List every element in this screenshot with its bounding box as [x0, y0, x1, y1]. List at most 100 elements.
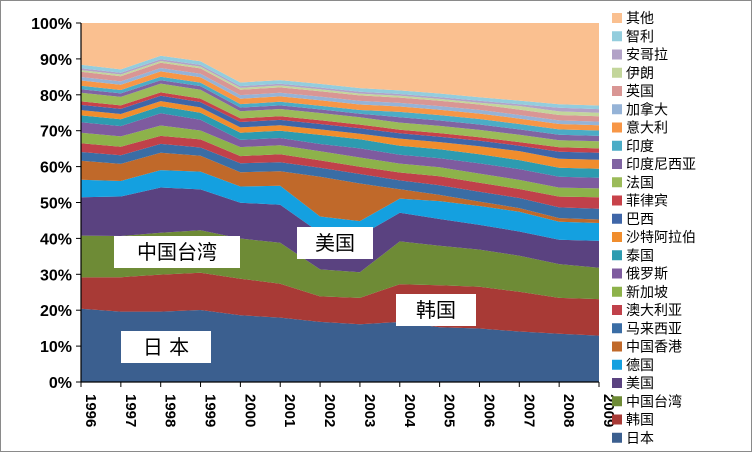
legend-item-19: 德国: [612, 358, 654, 374]
area-series-0: [81, 308, 599, 382]
legend-swatch: [612, 414, 622, 425]
legend-swatch: [612, 213, 622, 224]
legend-item-2: 安哥拉: [612, 48, 668, 64]
annotation-label: 日 本: [143, 335, 189, 359]
x-tick-label: 2004: [401, 394, 418, 428]
legend-label: 沙特阿拉伯: [626, 230, 696, 246]
annotation-3: 美国: [297, 227, 373, 259]
annotation-1: 韩国: [396, 294, 476, 326]
area-series-4: [81, 170, 599, 241]
legend-item-1: 智利: [612, 29, 654, 45]
area-series-14: [81, 83, 599, 149]
area-series-6: [81, 143, 599, 220]
y-tick-label: 30%: [40, 267, 72, 284]
y-tick-label: 20%: [40, 303, 72, 320]
area-series-19: [81, 62, 599, 122]
area-series-20: [81, 61, 599, 117]
y-tick-label: 80%: [40, 88, 72, 105]
annotation-label: 韩国: [416, 298, 456, 322]
legend-label: 菲律宾: [626, 194, 668, 210]
y-tick-label: 0%: [49, 375, 72, 392]
area-series-21: [81, 59, 599, 113]
legend-item-6: 意大利: [612, 120, 668, 137]
legend-item-12: 沙特阿拉伯: [612, 230, 696, 246]
legend-swatch: [612, 159, 622, 169]
x-tick-label: 2006: [481, 394, 498, 427]
legend-label: 泰国: [626, 248, 654, 264]
area-series-15: [81, 80, 599, 142]
legend-swatch: [612, 13, 622, 23]
legend-swatch: [612, 31, 622, 42]
legend-item-10: 菲律宾: [612, 194, 668, 210]
y-tick-label: 70%: [40, 124, 72, 141]
legend-item-21: 中国台湾: [612, 393, 682, 410]
annotation-0: 日 本: [121, 331, 211, 363]
area-series-23: [81, 23, 599, 106]
annotation-label: 美国: [315, 231, 355, 255]
annotation-label: 中国台湾: [137, 240, 217, 264]
legend-item-22: 韩国: [612, 413, 654, 429]
area-series-11: [81, 101, 599, 169]
x-tick-label: 2001: [281, 394, 298, 427]
legend-label: 韩国: [626, 413, 654, 429]
x-tick-label: 2003: [361, 394, 378, 427]
annotation-2: 中国台湾: [114, 236, 240, 268]
annotation-box: [396, 294, 476, 326]
legend-swatch: [612, 432, 622, 443]
legend-label: 澳大利亚: [626, 303, 682, 319]
legend-item-0: 其他: [612, 11, 654, 27]
x-tick-label: 2007: [520, 394, 537, 427]
x-tick-label: 2008: [560, 394, 577, 427]
legend-label: 英国: [626, 83, 654, 100]
legend-label: 日本: [626, 431, 654, 447]
legend-swatch: [612, 286, 622, 297]
legend-label: 伊朗: [626, 66, 654, 82]
legend-label: 巴西: [626, 212, 654, 228]
legend-label: 德国: [626, 358, 654, 374]
legend-label: 加拿大: [626, 101, 668, 118]
legend-item-7: 印度: [612, 139, 654, 155]
legend-item-9: 法国: [612, 175, 654, 191]
legend-swatch: [612, 67, 622, 78]
legend-item-17: 马来西亚: [612, 321, 682, 337]
legend-item-20: 美国: [612, 376, 654, 392]
area-series-17: [81, 71, 599, 131]
y-tick-label: 90%: [40, 52, 72, 69]
x-tick-label: 1999: [202, 394, 219, 427]
area-series-12: [81, 95, 599, 160]
legend-swatch: [612, 396, 622, 407]
legend-label: 新加坡: [626, 285, 668, 301]
x-tick-label: 2005: [441, 394, 458, 427]
area-series-3: [81, 187, 599, 273]
area-series-22: [81, 55, 599, 110]
legend-swatch: [612, 359, 622, 370]
legend-item-5: 加拿大: [612, 101, 668, 118]
legend-item-8: 印度尼西亚: [612, 157, 696, 173]
legend-label: 其他: [626, 11, 654, 27]
legend-label: 法国: [626, 175, 654, 191]
legend-label: 俄罗斯: [626, 267, 668, 283]
area-series-16: [81, 76, 599, 136]
annotation-box: [297, 227, 373, 259]
x-tick-label: 1997: [122, 394, 139, 427]
legend-label: 印度尼西亚: [626, 157, 696, 173]
legend-swatch: [612, 122, 622, 133]
y-tick-label: 10%: [40, 339, 72, 356]
area-series-18: [81, 68, 599, 126]
x-tick-label: 2000: [241, 394, 258, 427]
y-tick-label: 50%: [40, 196, 72, 213]
legend-item-14: 俄罗斯: [612, 267, 668, 283]
legend-swatch: [612, 341, 622, 352]
legend-swatch: [612, 104, 622, 115]
legend-swatch: [612, 86, 622, 96]
area-series-7: [81, 135, 599, 209]
legend-item-13: 泰国: [612, 248, 654, 264]
annotation-box: [121, 331, 211, 363]
legend-swatch: [612, 177, 622, 188]
legend-item-16: 澳大利亚: [612, 303, 682, 319]
legend-swatch: [612, 49, 622, 60]
legend-swatch: [612, 140, 622, 151]
legend-label: 安哥拉: [626, 48, 668, 64]
legend-item-4: 英国: [612, 83, 654, 100]
